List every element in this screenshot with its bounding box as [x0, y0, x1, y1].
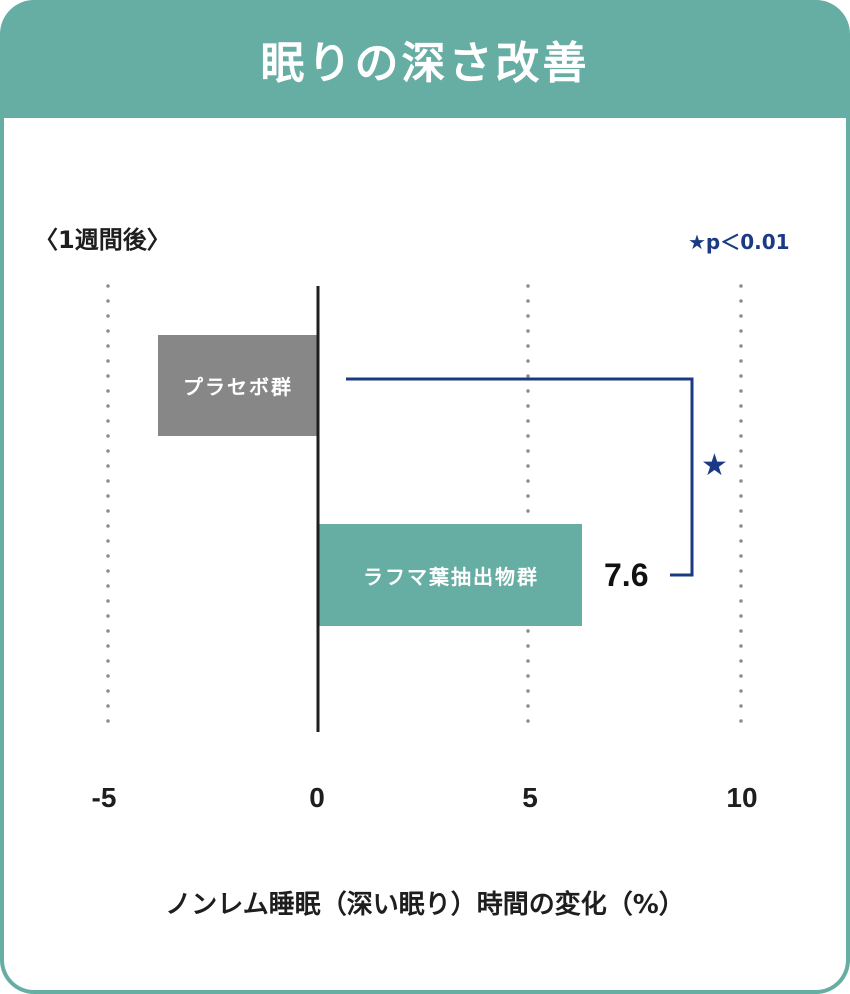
x-axis-label: ノンレム睡眠（深い眠り）時間の変化（%） — [165, 890, 685, 920]
header-band: 眠りの深さ改善 — [0, 0, 850, 118]
placebo-bar-label-box: プラセボ群 — [158, 335, 318, 436]
treatment-bar-label: ラフマ葉抽出物群 — [363, 564, 539, 589]
x-tick-0: 0 — [309, 782, 325, 813]
x-tick-minus5: -5 — [91, 782, 117, 813]
placebo-bar — [158, 335, 318, 436]
treatment-value-label: 7.6 — [604, 557, 649, 593]
placebo-bar-label: プラセボ群 — [183, 375, 293, 399]
chart-title: 眠りの深さ改善 — [260, 38, 590, 89]
gridlines — [106, 284, 743, 734]
significance-note: ★p＜0.01 — [688, 230, 790, 254]
significance-star-icon: ★ — [701, 448, 728, 483]
x-tick-5: 5 — [522, 782, 538, 813]
treatment-bar — [318, 524, 582, 626]
treatment-bar-label-box: ラフマ葉抽出物群 — [320, 524, 582, 626]
x-tick-10: 10 — [726, 782, 758, 813]
period-label: 〈1週間後〉 — [34, 226, 171, 254]
significance-bracket — [346, 377, 694, 577]
